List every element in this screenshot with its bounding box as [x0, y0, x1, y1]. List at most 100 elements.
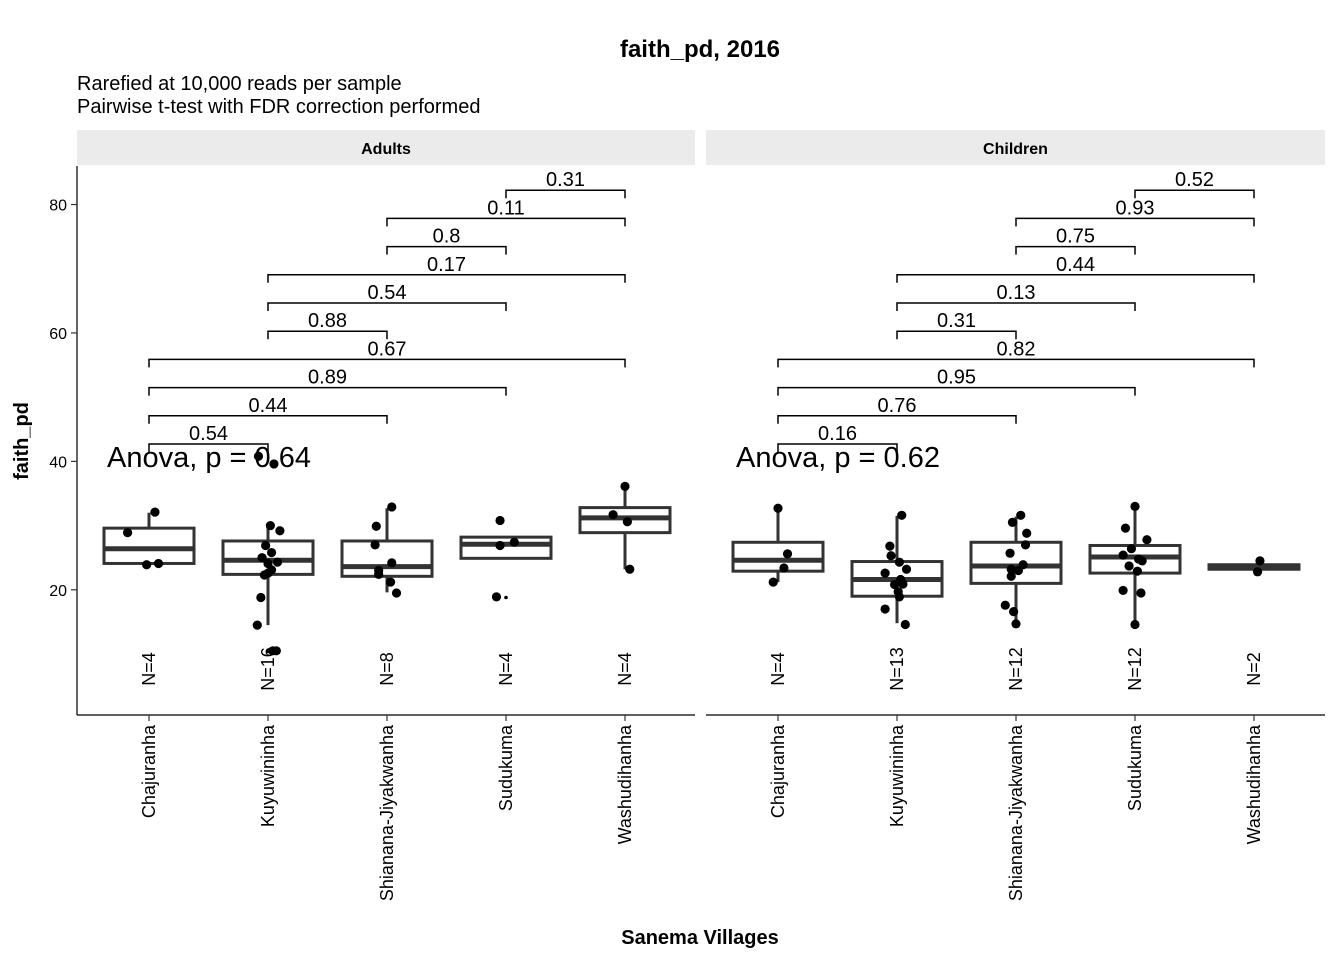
comparison-bracket: 0.52 [1134, 169, 1255, 199]
data-point [261, 540, 271, 551]
data-point [1130, 501, 1140, 511]
box-group: N=16 [221, 451, 315, 691]
comparison-bracket: 0.31 [505, 169, 626, 199]
box-group: N=4 [731, 503, 825, 686]
comparison-bracket: 0.54 [148, 423, 269, 452]
p-value-label: 0.82 [997, 338, 1036, 360]
data-point [153, 558, 164, 569]
data-point [897, 510, 907, 520]
box-group: N=2 [1207, 556, 1301, 686]
facet-strip-label: Adults [361, 141, 411, 158]
bracket-line [148, 386, 507, 396]
chart-title: faith_pd, 2016 [620, 36, 780, 63]
data-point [272, 557, 283, 567]
data-point [1137, 556, 1147, 566]
comparison-bracket: 0.44 [148, 395, 388, 424]
p-value-label: 0.95 [937, 367, 976, 389]
data-point [1020, 540, 1031, 550]
bracket-line [1015, 217, 1255, 227]
data-point [263, 568, 273, 578]
p-value-label: 0.44 [1056, 254, 1095, 276]
data-point [782, 549, 793, 559]
data-point [880, 568, 890, 578]
chart-subtitle-line-2: Pairwise t-test with FDR correction perf… [77, 96, 480, 118]
n-label: N=12 [1125, 647, 1145, 691]
p-value-label: 0.54 [368, 282, 407, 304]
data-point [150, 507, 160, 517]
p-value-label: 0.89 [308, 367, 347, 389]
bracket-line [386, 217, 626, 227]
data-point [894, 592, 904, 602]
x-axis-title: Sanema Villages [621, 927, 779, 949]
data-point [900, 619, 910, 630]
bracket-line [386, 245, 507, 255]
comparison-bracket: 0.16 [777, 423, 898, 452]
box-iqr [102, 526, 196, 565]
comparison-bracket: 0.82 [777, 338, 1255, 368]
data-point [608, 510, 618, 520]
data-point [768, 577, 778, 587]
data-point [890, 580, 900, 590]
data-point [779, 563, 789, 573]
data-point [385, 577, 396, 587]
bracket-line [505, 189, 626, 199]
anova-label: Anova, p = 0.64 [107, 442, 311, 474]
data-point [1142, 535, 1152, 545]
n-label: N=2 [1244, 652, 1264, 686]
data-point [898, 579, 908, 589]
x-tick-label: Kuyuwininha [887, 724, 907, 827]
comparison-bracket: 0.44 [896, 254, 1255, 283]
data-point [1130, 619, 1140, 630]
comparison-bracket: 0.76 [777, 395, 1017, 424]
p-value-label: 0.16 [818, 423, 857, 445]
box-iqr [221, 539, 315, 576]
x-tick-label: Shianana-Jiyakwanha [1006, 724, 1026, 901]
comparison-bracket: 0.95 [777, 367, 1136, 396]
box-iqr [969, 540, 1063, 585]
data-point [509, 537, 519, 547]
box-iqr [459, 535, 553, 560]
p-value-label: 0.17 [427, 254, 466, 276]
data-point [495, 540, 505, 551]
data-point [122, 528, 133, 538]
data-point [1255, 556, 1265, 566]
data-point [269, 459, 279, 469]
data-point [252, 620, 262, 630]
bracket-line [777, 386, 1136, 396]
n-label: N=12 [1006, 647, 1026, 691]
bracket-line [896, 274, 1255, 283]
chart-subtitle-line-1: Rarefied at 10,000 reads per sample [77, 73, 402, 95]
n-label: N=8 [377, 652, 397, 686]
p-value-label: 0.54 [189, 423, 228, 445]
data-point [374, 565, 384, 576]
bracket-line [148, 443, 269, 452]
y-tick-label: 20 [49, 583, 67, 600]
comparison-bracket: 0.89 [148, 367, 507, 396]
box-group: N=4 [578, 481, 672, 686]
data-point [894, 557, 904, 567]
y-tick-label: 40 [49, 454, 67, 471]
p-value-label: 0.93 [1116, 197, 1155, 219]
facet-panel-adults: Adults 20 40 60 80 Chajuranha Kuyuwininha Shian… [49, 130, 695, 901]
bracket-line [896, 330, 1017, 340]
comparison-bracket: 0.31 [896, 310, 1017, 340]
data-point [1011, 619, 1021, 629]
data-point [1120, 523, 1131, 533]
comparison-bracket: 0.75 [1015, 226, 1136, 255]
data-point [266, 547, 277, 558]
x-tick-label: Washudihanha [615, 724, 635, 844]
n-label: N=4 [139, 652, 159, 686]
comparison-bracket: 0.54 [267, 282, 507, 311]
comparison-bracket: 0.13 [896, 282, 1136, 311]
box-group: N=12 [969, 510, 1063, 691]
p-value-label: 0.75 [1056, 226, 1095, 248]
bracket-line [1015, 245, 1136, 255]
p-value-label: 0.8 [433, 226, 461, 248]
anova-label: Anova, p = 0.62 [736, 442, 940, 474]
p-value-label: 0.76 [878, 395, 917, 417]
p-value-label: 0.31 [546, 169, 585, 191]
data-point [387, 558, 397, 568]
bracket-line [777, 358, 1255, 368]
data-point [1016, 510, 1026, 520]
n-label: N=4 [615, 652, 635, 686]
